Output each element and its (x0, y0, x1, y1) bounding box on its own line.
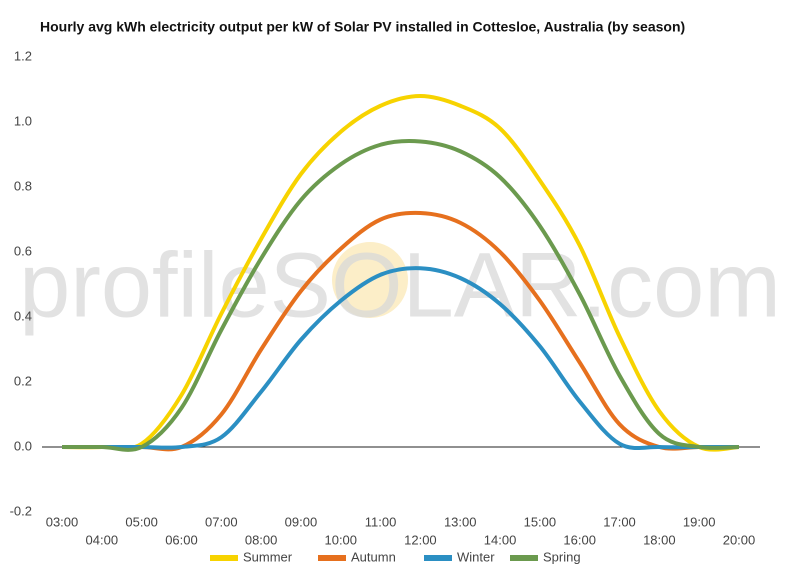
x-tick-label: 13:00 (444, 514, 477, 529)
x-tick-label: 10:00 (324, 532, 357, 547)
legend-label: Autumn (351, 549, 396, 564)
x-tick-label: 04:00 (86, 532, 119, 547)
legend-swatch (424, 555, 452, 561)
series-line (62, 266, 739, 451)
legend-label: Summer (243, 549, 293, 564)
y-tick-label: 0.6 (14, 243, 32, 258)
x-tick-label: 15:00 (524, 514, 557, 529)
y-tick-label: 0.4 (14, 308, 32, 323)
y-tick-label: 1.0 (14, 113, 32, 128)
series-line (62, 139, 740, 452)
chart-title: Hourly avg kWh electricity output per kW… (40, 19, 685, 35)
x-tick-label: 07:00 (205, 514, 238, 529)
watermark: profileSOLAR.com (19, 234, 781, 336)
y-tick-label: 0.0 (14, 438, 32, 453)
legend-swatch (210, 555, 238, 561)
x-tick-label: 12:00 (404, 532, 437, 547)
legend-swatch (318, 555, 346, 561)
y-tick-label: 0.2 (14, 373, 32, 388)
x-tick-label: 09:00 (285, 514, 318, 529)
x-tick-label: 19:00 (683, 514, 716, 529)
y-tick-label: -0.2 (10, 503, 32, 518)
x-tick-label: 08:00 (245, 532, 278, 547)
x-tick-label: 05:00 (125, 514, 158, 529)
x-tick-label: 17:00 (603, 514, 636, 529)
x-tick-label: 20:00 (723, 532, 756, 547)
x-tick-label: 18:00 (643, 532, 676, 547)
x-tick-label: 03:00 (46, 514, 79, 529)
y-tick-label: 0.8 (14, 178, 32, 193)
x-tick-label: 11:00 (365, 514, 397, 529)
x-tick-label: 14:00 (484, 532, 517, 547)
legend-label: Winter (457, 549, 495, 564)
series-line (61, 94, 740, 452)
legend-swatch (510, 555, 538, 561)
x-tick-label: 16:00 (563, 532, 596, 547)
x-tick-label: 06:00 (165, 532, 198, 547)
y-tick-label: 1.2 (14, 48, 32, 63)
legend-label: Spring (543, 549, 581, 564)
